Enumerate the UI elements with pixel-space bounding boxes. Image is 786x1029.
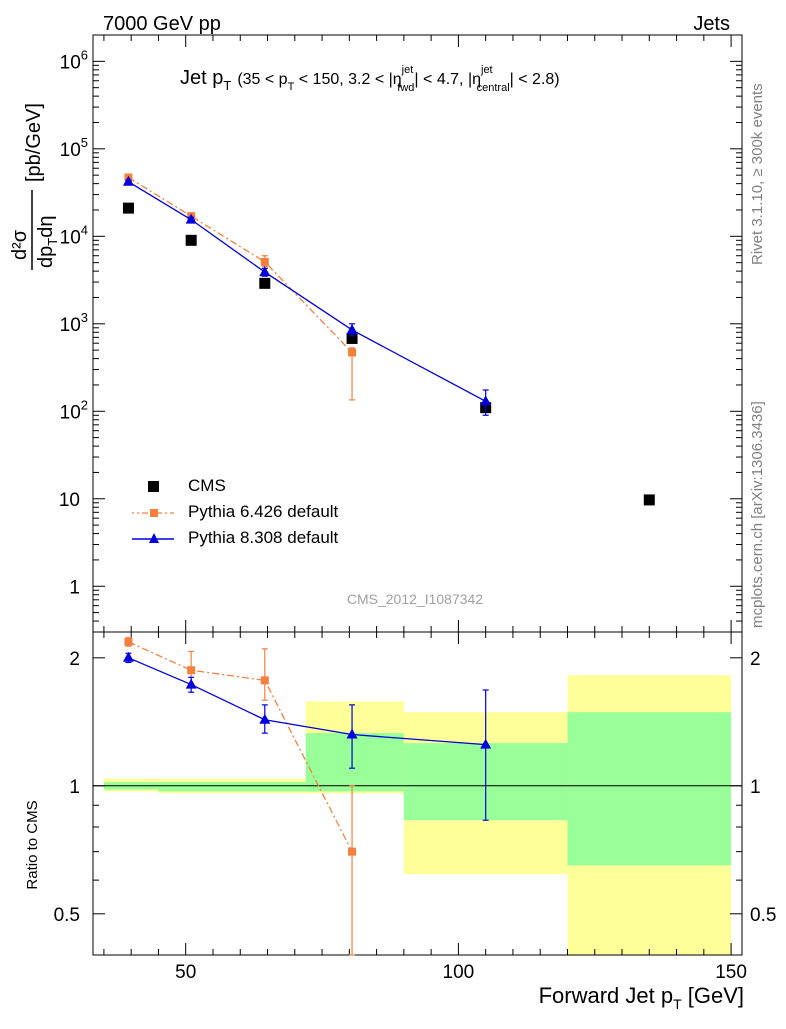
legend-swatch-pythia8 [132, 533, 174, 543]
x-tick-label: 150 [715, 962, 747, 983]
pythia8-point [480, 395, 492, 406]
pythia8-point [346, 323, 358, 334]
y-tick-label: 1 [69, 577, 80, 598]
ratio-pythia6-line [128, 641, 353, 852]
header-right-label: Jets [693, 13, 730, 35]
x-tick-label: 100 [443, 962, 475, 983]
ratio-pythia6-point [260, 676, 269, 685]
y-tick-label: 105 [60, 135, 88, 161]
ratio-pythia8-point [346, 728, 358, 739]
legend-swatch-pythia6 [132, 509, 174, 517]
pythia6-line [128, 176, 353, 353]
y-tick-label: 10 [59, 490, 80, 511]
pythia8-line [128, 181, 486, 402]
cms-point [643, 494, 655, 506]
header-left-label: 7000 GeV pp [103, 13, 221, 35]
y-tick-label: 103 [60, 310, 88, 336]
band-green-1 [158, 782, 306, 792]
y-tick-label: 102 [60, 397, 88, 423]
pythia8-point [259, 266, 271, 277]
pythia8-point [185, 213, 197, 224]
pythia8-point [122, 175, 134, 186]
ratio-y-tick-label-right: 2 [750, 649, 761, 670]
pythia6-point [260, 257, 269, 266]
ratio-pythia8-point [122, 651, 134, 662]
watermark: CMS_2012_I1087342 [347, 591, 483, 607]
band-green-2 [305, 733, 404, 792]
ratio-pythia6-point [124, 637, 133, 646]
svg-text:d²σ: d²σ [9, 229, 31, 260]
legend-swatch-cms [148, 481, 159, 492]
main-title: Jet pT (35 < pT < 150, 3.2 < |ηjet fwd| < … [180, 64, 560, 94]
legend: CMS Pythia 6.426 default Pythia 8.308 de… [132, 475, 392, 555]
ratio-panel: 50 100 150 0.5 0.5 1 1 2 2 [54, 631, 776, 983]
legend-label-pythia6: Pythia 6.426 default [188, 502, 339, 521]
ratio-frame [92, 631, 743, 956]
ratio-pythia6-point [348, 847, 357, 856]
x-tick-label: 50 [175, 962, 196, 983]
legend-item-cms: CMS [132, 475, 392, 499]
ratio-y-label: Ratio to CMS [24, 800, 41, 889]
main-panel: 1 10 102 103 104 105 106 [59, 34, 743, 633]
cms-point [185, 234, 197, 246]
svg-text:[pb/GeV]: [pb/GeV] [23, 103, 45, 182]
ratio-y-tick-label: 2 [69, 649, 80, 670]
y-tick-label: 106 [60, 47, 88, 73]
x-axis-label: Forward Jet pT [GeV] [539, 983, 744, 1012]
y-tick-label: 104 [60, 222, 88, 248]
legend-label-cms: CMS [188, 476, 226, 495]
side-label-arxiv: mcplots.cern.ch [arXiv:1306.3436] [749, 401, 766, 628]
pythia6-point [348, 348, 357, 357]
side-label: Rivet 3.1.10, ≥ 300k events [749, 83, 766, 265]
main-y-label: d²σ dpTdη [pb/GeV] [9, 103, 60, 270]
legend-item-pythia8: Pythia 8.308 default [132, 527, 392, 551]
cms-point [259, 277, 271, 289]
ratio-pythia8-point [480, 738, 492, 749]
legend-label-pythia8: Pythia 8.308 default [188, 528, 339, 547]
ratio-y-tick-label: 1 [69, 777, 80, 798]
ratio-y-tick-label-right: 0.5 [750, 905, 776, 926]
band-green-4 [567, 712, 732, 866]
ratio-pythia8-point [185, 678, 197, 689]
cms-point [122, 202, 134, 214]
cms-point [346, 332, 358, 344]
svg-text:dpTdη: dpTdη [35, 216, 60, 268]
ratio-y-tick-label: 0.5 [54, 905, 80, 926]
ratio-pythia8-point [259, 713, 271, 724]
legend-item-pythia6: Pythia 6.426 default [132, 501, 392, 525]
ratio-pythia6-point [187, 666, 196, 675]
ratio-y-tick-label-right: 1 [750, 777, 761, 798]
